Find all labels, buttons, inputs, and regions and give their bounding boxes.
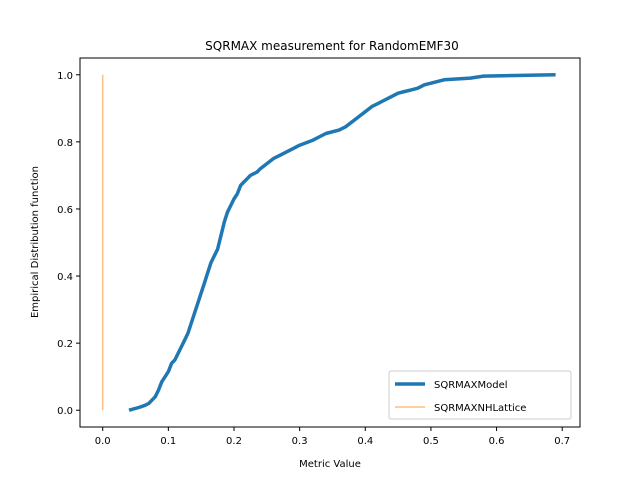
legend: SQRMAXModel SQRMAXNHLattice: [388, 370, 572, 420]
legend-label-sqrmaxnhlattice: SQRMAXNHLattice: [434, 403, 526, 414]
y-axis-label: Empirical Distribution function: [30, 166, 41, 318]
x-tick-label: 0.0: [95, 436, 111, 447]
legend-box: [388, 370, 572, 420]
x-tick-label: 0.4: [357, 436, 373, 447]
y-tick-label: 0.0: [57, 406, 73, 417]
y-axis: 0.0 0.2 0.4 0.6 0.8 1.0: [57, 71, 80, 417]
x-tick-label: 0.7: [554, 436, 570, 447]
x-tick-label: 0.2: [226, 436, 242, 447]
x-axis-label: Metric Value: [299, 459, 361, 470]
series-layer: [101, 73, 556, 412]
y-tick-label: 1.0: [57, 71, 73, 82]
y-tick-label: 0.2: [57, 339, 73, 350]
y-tick-label: 0.4: [57, 272, 73, 283]
x-tick-label: 0.5: [423, 436, 439, 447]
plot-area: [79, 57, 581, 428]
legend-label-sqrmaxmodel: SQRMAXModel: [434, 380, 508, 391]
x-axis: 0.0 0.1 0.2 0.3 0.4 0.5 0.6 0.7: [95, 427, 570, 447]
x-tick-label: 0.6: [489, 436, 505, 447]
y-tick-label: 0.6: [57, 205, 73, 216]
y-tick-label: 0.8: [57, 138, 73, 149]
series-line-sqrmaxmodel: [128, 73, 556, 412]
x-tick-label: 0.3: [292, 436, 308, 447]
x-tick-label: 0.1: [160, 436, 176, 447]
chart-title: SQRMAX measurement for RandomEMF30: [205, 39, 459, 53]
